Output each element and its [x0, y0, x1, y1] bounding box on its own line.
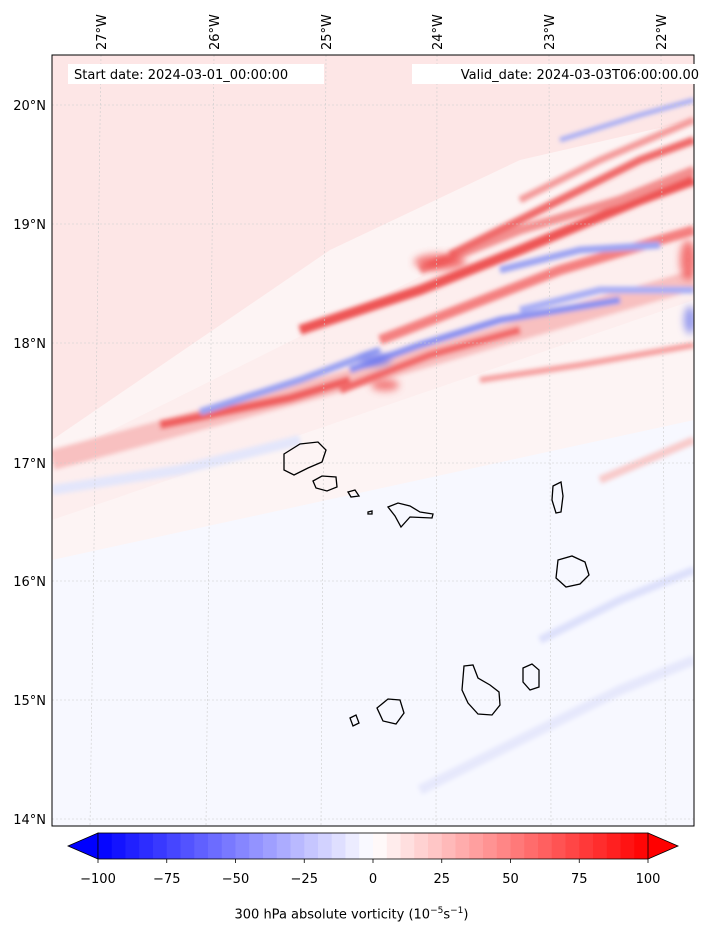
colorbar-segment [304, 833, 319, 859]
island-outlines [283, 441, 590, 727]
colorbar-segment [620, 833, 635, 859]
colorbar-segment [606, 833, 622, 859]
colorbar-tick-label: −75 [153, 872, 180, 887]
island-boa-vista [555, 555, 590, 588]
island-sao-vicente [312, 475, 338, 492]
colorbar-segment [235, 833, 250, 859]
island-sal [551, 481, 564, 514]
colorbar-segment [373, 833, 388, 859]
island-brava [349, 714, 360, 727]
colorbar-segment [139, 833, 154, 859]
colorbar: −100 −75 −50 −25 0 25 50 75 100 [66, 832, 680, 887]
colorbar-segment [386, 833, 402, 859]
colorbar-segment [290, 833, 305, 859]
colorbar-segment [318, 833, 333, 859]
colorbar-tick-label: 75 [571, 872, 588, 887]
lon-tick-label: 25°W [320, 14, 335, 50]
colorbar-segment [345, 833, 360, 859]
colorbar-segment [221, 833, 237, 859]
lat-tick-label: 16°N [13, 575, 46, 590]
lon-tick-labels: 27°W 26°W 25°W 24°W 23°W 22°W [95, 14, 670, 50]
lon-tick-label: 22°W [655, 14, 670, 50]
lat-tick-label: 18°N [13, 337, 46, 352]
lon-tick-label: 24°W [431, 14, 446, 50]
lat-tick-label: 17°N [13, 457, 46, 472]
colorbar-segment [166, 833, 182, 859]
colorbar-tick-label: 25 [433, 872, 450, 887]
colorbar-segment [98, 833, 113, 859]
colorbar-tick-label: −100 [80, 872, 116, 887]
colorbar-segment [194, 833, 209, 859]
colorbar-segment [263, 833, 278, 859]
vorticity-field [52, 55, 694, 826]
colorbar-segment [414, 833, 429, 859]
colorbar-segment [538, 833, 553, 859]
start-date-box [68, 64, 324, 84]
lat-tick-labels: 20°N 19°N 18°N 17°N 16°N 15°N 14°N [13, 99, 46, 828]
island-maio [522, 663, 540, 691]
map-frame [51, 54, 695, 827]
colorbar-tick-label: 0 [369, 872, 377, 887]
colorbar-segment [565, 833, 580, 859]
colorbar-segment [125, 833, 140, 859]
colorbar-tick-label: 100 [636, 872, 661, 887]
colorbar-segment [276, 833, 292, 859]
lat-tick-label: 19°N [13, 218, 46, 233]
colorbar-segment [455, 833, 470, 859]
colorbar-segment [400, 833, 415, 859]
colorbar-segment [441, 833, 457, 859]
start-date-label: Start date: 2024-03-01_00:00:00 [74, 68, 288, 83]
colorbar-segment [496, 833, 512, 859]
colorbar-segment [579, 833, 594, 859]
colorbar-segment [593, 833, 608, 859]
colorbar-segment [524, 833, 539, 859]
lon-tick-label: 27°W [95, 14, 110, 50]
colorbar-tick-label: 50 [502, 872, 519, 887]
valid-date-label: Valid_date: 2024-03-03T06:00:00.00 [461, 68, 699, 83]
island-sao-nicolau [386, 502, 434, 529]
colorbar-tick-label: −25 [291, 872, 318, 887]
colorbar-segment [428, 833, 443, 859]
colorbar-segment [359, 833, 374, 859]
lat-tick-label: 14°N [13, 813, 46, 828]
lon-tick-label: 23°W [543, 14, 558, 50]
colorbar-segment [551, 833, 567, 859]
island-branco [367, 510, 373, 515]
colorbar-segment [331, 833, 347, 859]
colorbar-segment [153, 833, 168, 859]
colorbar-extend-max [647, 832, 680, 860]
valid-date-box [412, 64, 702, 84]
colorbar-segment [249, 833, 264, 859]
graticule [52, 55, 694, 826]
colorbar-extend-min [66, 832, 99, 860]
lon-tick-label: 26°W [208, 14, 223, 50]
island-santa-luzia [347, 489, 361, 498]
colorbar-segment [510, 833, 525, 859]
colorbar-segment [634, 833, 649, 859]
island-fogo [376, 698, 405, 725]
island-santiago [461, 664, 501, 716]
island-santo-antao [283, 441, 327, 476]
colorbar-segment [208, 833, 223, 859]
lat-tick-label: 20°N [13, 99, 46, 114]
colorbar-segment [180, 833, 195, 859]
colorbar-title: 300 hPa absolute vorticity (10−5s−1) [234, 906, 469, 923]
colorbar-segment [111, 833, 127, 859]
colorbar-segment [483, 833, 498, 859]
colorbar-tick-label: −50 [222, 872, 249, 887]
lat-tick-label: 15°N [13, 694, 46, 709]
colorbar-segment [469, 833, 484, 859]
